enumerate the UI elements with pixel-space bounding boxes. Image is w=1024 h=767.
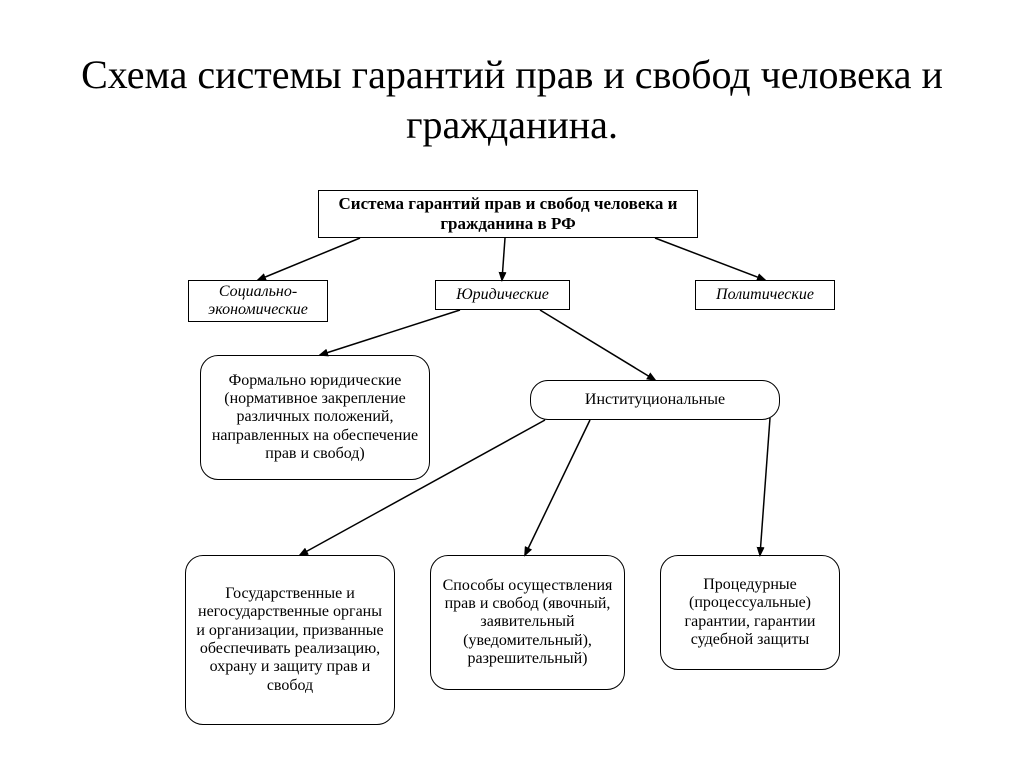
edge-institutional-procedural — [760, 418, 770, 555]
flowchart-node-political: Политические — [695, 280, 835, 310]
flowchart-node-socio: Социально-экономические — [188, 280, 328, 322]
flowchart-node-institutional: Институциональные — [530, 380, 780, 420]
flowchart-node-legal: Юридические — [435, 280, 570, 310]
edge-root-legal — [502, 238, 505, 280]
flowchart-node-procedural: Процедурные (процессуальные) гарантии, г… — [660, 555, 840, 670]
flowchart-node-formal: Формально юридические (нормативное закре… — [200, 355, 430, 480]
edge-legal-institutional — [540, 310, 655, 380]
edge-root-political — [655, 238, 765, 280]
flowchart-node-state: Государственные и негосударственные орга… — [185, 555, 395, 725]
flowchart-node-methods: Способы осуществления прав и свобод (яво… — [430, 555, 625, 690]
edge-root-socio — [258, 238, 360, 280]
edge-legal-formal — [320, 310, 460, 355]
page-title: Схема системы гарантий прав и свобод чел… — [50, 50, 974, 150]
flowchart-node-root: Система гарантий прав и свобод человека … — [318, 190, 698, 238]
edge-institutional-methods — [525, 420, 590, 555]
